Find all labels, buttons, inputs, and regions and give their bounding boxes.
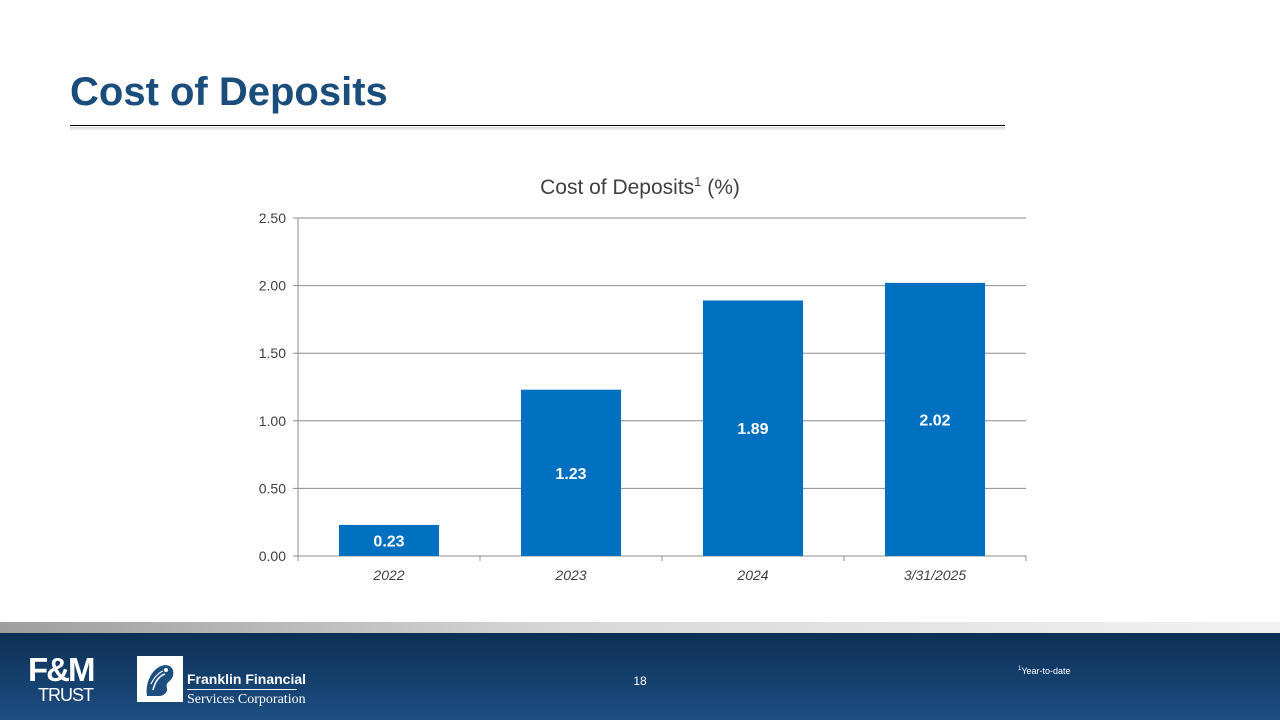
data-label: 2.02 (919, 412, 950, 429)
x-category-label: 3/31/2025 (904, 567, 966, 583)
footer-accent-strip (0, 622, 1280, 633)
company-name: Franklin Financial Services Corporation (187, 671, 306, 708)
company-name-line1: Franklin Financial (187, 671, 307, 687)
slide-title: Cost of Deposits (70, 70, 388, 114)
x-category-label: 2024 (736, 567, 768, 583)
x-category-label: 2023 (554, 567, 586, 583)
footnote: 1Year-to-date (1018, 666, 1071, 676)
y-tick-label: 1.50 (259, 345, 286, 361)
franklin-financial-emblem-icon (137, 656, 183, 702)
y-tick-label: 2.50 (259, 210, 286, 226)
page-number: 18 (633, 674, 647, 688)
y-tick-label: 2.00 (259, 278, 286, 294)
company-name-line2: Services Corporation (187, 692, 306, 707)
footnote-text: Year-to-date (1021, 666, 1071, 676)
y-tick-label: 1.00 (259, 413, 286, 429)
y-tick-label: 0.50 (259, 480, 286, 496)
title-divider (70, 125, 1005, 126)
footnote-marker: 1 (1018, 666, 1022, 672)
data-label: 0.23 (373, 533, 404, 550)
fm-trust-logo: F&M TRUST (28, 651, 112, 707)
bar-3-31-2025 (884, 282, 986, 556)
footer: F&M TRUST Franklin Financial Services Co… (0, 633, 1280, 720)
x-category-label: 2022 (372, 567, 404, 583)
y-tick-label: 0.00 (259, 548, 286, 564)
bar-2022 (338, 524, 440, 556)
fm-logo-top: F&M (28, 651, 95, 688)
chart-title: Cost of Deposits1 (%) (420, 174, 860, 200)
data-label: 1.23 (555, 466, 586, 483)
bar-2024 (702, 300, 804, 556)
chart-title-unit: (%) (701, 176, 740, 199)
bar-2023 (520, 389, 622, 556)
company-name-divider (187, 689, 297, 690)
fm-logo-bottom: TRUST (38, 685, 94, 705)
data-label: 1.89 (737, 421, 768, 438)
title-divider-shadow (70, 127, 1005, 131)
chart-title-footnote-marker: 1 (694, 174, 702, 189)
chart-title-text: Cost of Deposits (540, 176, 695, 199)
bar-chart: 0.00 0.50 1.00 1.50 2.00 2.50 0.23 2022 1.23 2023… (259, 210, 1027, 583)
